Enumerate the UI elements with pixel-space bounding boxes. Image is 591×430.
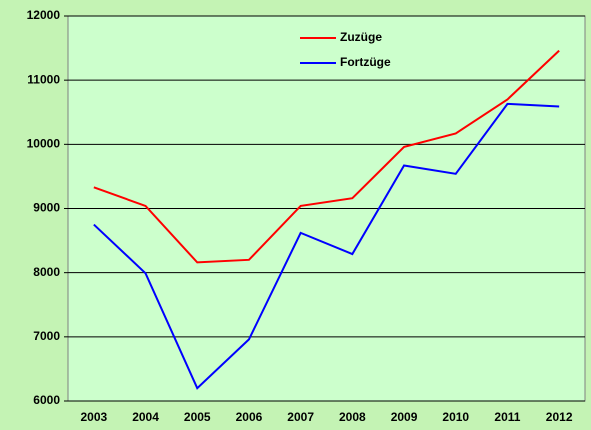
y-tick-label: 6000 xyxy=(33,393,60,407)
x-tick-label: 2008 xyxy=(339,410,366,424)
series-line xyxy=(93,102,560,390)
y-tick-label: 10000 xyxy=(27,137,61,151)
x-tick-label: 2012 xyxy=(546,410,573,424)
legend-label: Fortzüge xyxy=(340,55,391,69)
x-tick-label: 2010 xyxy=(442,410,469,424)
x-tick-label: 2011 xyxy=(494,410,520,424)
x-tick-label: 2003 xyxy=(80,410,107,424)
y-tick-label: 12000 xyxy=(27,8,61,22)
y-tick-label: 7000 xyxy=(33,329,60,343)
legend-label: Zuzüge xyxy=(340,30,382,44)
y-tick-label: 9000 xyxy=(33,201,60,215)
x-tick-label: 2004 xyxy=(132,410,159,424)
series-line xyxy=(93,49,560,264)
y-tick-label: 11000 xyxy=(27,72,60,86)
x-tick-label: 2009 xyxy=(391,410,418,424)
x-tick-label: 2005 xyxy=(184,410,211,424)
x-tick-label: 2007 xyxy=(287,410,314,424)
x-tick-label: 2006 xyxy=(236,410,263,424)
y-tick-label: 8000 xyxy=(33,265,60,279)
